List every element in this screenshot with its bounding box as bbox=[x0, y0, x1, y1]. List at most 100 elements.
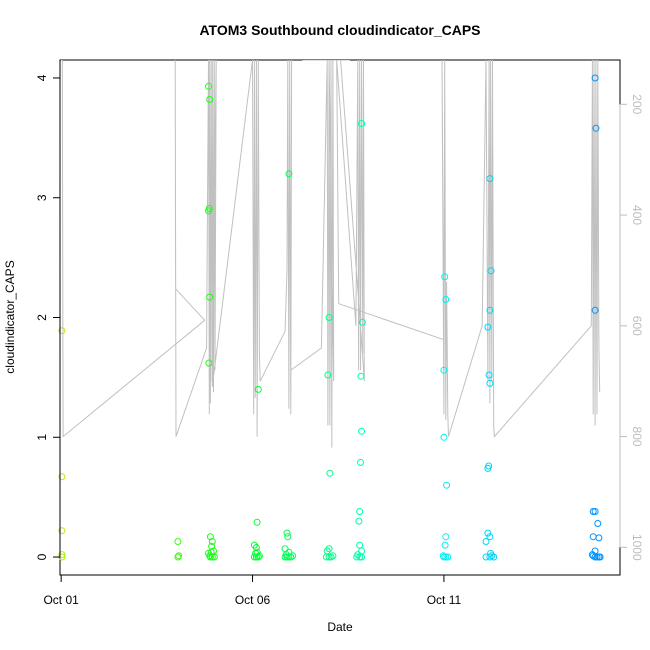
data-point bbox=[356, 508, 364, 515]
y-right-tick-label: 600 bbox=[630, 316, 644, 336]
data-point bbox=[441, 541, 449, 549]
data-point bbox=[325, 314, 333, 321]
data-point bbox=[325, 545, 333, 553]
data-point bbox=[596, 553, 604, 561]
data-point bbox=[358, 553, 366, 561]
data-point bbox=[285, 553, 293, 561]
y-tick-label: 1 bbox=[35, 434, 49, 441]
data-point bbox=[285, 170, 293, 178]
data-point bbox=[325, 553, 333, 561]
data-point bbox=[281, 545, 289, 553]
x-tick-label: Oct 06 bbox=[235, 593, 271, 607]
data-point bbox=[595, 534, 603, 542]
x-tick-label: Oct 01 bbox=[43, 593, 79, 607]
plot-area bbox=[58, 60, 604, 561]
x-tick-label: Oct 11 bbox=[427, 593, 462, 607]
data-point bbox=[206, 533, 214, 541]
data-point bbox=[253, 518, 261, 526]
data-point bbox=[210, 553, 218, 561]
data-point bbox=[322, 553, 330, 561]
line-series bbox=[61, 60, 601, 448]
data-point bbox=[207, 548, 215, 556]
y-right-tick-label: 200 bbox=[630, 94, 644, 114]
data-point bbox=[327, 553, 335, 561]
y-tick-label: 4 bbox=[35, 74, 49, 81]
data-point bbox=[353, 553, 361, 561]
data-point bbox=[329, 552, 337, 560]
data-point bbox=[486, 533, 494, 541]
data-point bbox=[254, 385, 262, 393]
y-right-tick-label: 1000 bbox=[630, 534, 644, 561]
data-point bbox=[589, 508, 597, 515]
data-point bbox=[444, 553, 452, 561]
data-point bbox=[487, 267, 495, 275]
data-point bbox=[206, 553, 214, 561]
y-right-tick-label: 800 bbox=[630, 427, 644, 447]
data-point bbox=[205, 359, 213, 367]
data-point bbox=[488, 552, 496, 560]
data-point bbox=[289, 552, 297, 560]
data-point bbox=[356, 541, 364, 549]
plot-box bbox=[59, 59, 621, 576]
data-point bbox=[283, 529, 291, 537]
data-point bbox=[205, 82, 212, 90]
data-point bbox=[205, 207, 212, 215]
y-axis-label: cloudindicator_CAPS bbox=[3, 260, 17, 373]
data-point bbox=[591, 306, 599, 314]
data-point bbox=[358, 120, 366, 127]
data-point bbox=[486, 553, 494, 561]
y-tick-label: 0 bbox=[35, 553, 49, 560]
data-point bbox=[358, 318, 366, 326]
data-point bbox=[281, 553, 289, 561]
data-point bbox=[208, 538, 216, 545]
data-point bbox=[440, 366, 448, 374]
data-point bbox=[58, 551, 66, 559]
data-point bbox=[592, 124, 600, 132]
data-point bbox=[255, 552, 263, 560]
data-point bbox=[357, 458, 364, 466]
data-point bbox=[175, 552, 183, 560]
y-tick-label: 3 bbox=[35, 194, 49, 201]
y-axis: 0 1 2 3 4 bbox=[35, 74, 61, 560]
data-point bbox=[254, 553, 262, 561]
data-point bbox=[443, 481, 451, 489]
data-point bbox=[206, 96, 214, 103]
data-point bbox=[594, 520, 602, 527]
x-axis-label: Date bbox=[327, 620, 353, 634]
data-point bbox=[358, 547, 366, 555]
data-point bbox=[356, 553, 364, 561]
data-point bbox=[174, 538, 182, 545]
data-point bbox=[324, 371, 332, 379]
data-point bbox=[442, 533, 450, 541]
data-point bbox=[484, 529, 492, 537]
data-point bbox=[174, 553, 182, 561]
y-axis-right: 200 400 600 800 1000 bbox=[619, 94, 644, 561]
data-point bbox=[58, 473, 66, 481]
data-point bbox=[486, 306, 494, 314]
data-point bbox=[486, 379, 494, 387]
data-point bbox=[589, 533, 597, 541]
data-point bbox=[253, 548, 261, 556]
data-point bbox=[357, 372, 365, 380]
data-point bbox=[440, 553, 448, 561]
data-point bbox=[490, 553, 498, 561]
data-point bbox=[326, 469, 334, 477]
data-point bbox=[484, 323, 492, 331]
data-point bbox=[442, 296, 450, 303]
data-point bbox=[58, 527, 66, 535]
data-point bbox=[591, 508, 599, 515]
data-point bbox=[482, 538, 490, 545]
chart-title: ATOM3 Southbound cloudindicator_CAPS bbox=[199, 22, 480, 38]
data-point bbox=[486, 175, 494, 183]
y-right-tick-label: 400 bbox=[630, 205, 644, 225]
x-axis: Oct 01 Oct 06 Oct 11 bbox=[43, 574, 462, 607]
data-point bbox=[358, 427, 366, 435]
y-tick-label: 2 bbox=[35, 314, 49, 321]
data-point bbox=[208, 553, 216, 561]
data-point bbox=[439, 552, 447, 560]
data-point bbox=[591, 74, 599, 82]
data-point bbox=[485, 371, 493, 379]
data-point bbox=[484, 464, 492, 472]
data-point bbox=[588, 551, 596, 559]
